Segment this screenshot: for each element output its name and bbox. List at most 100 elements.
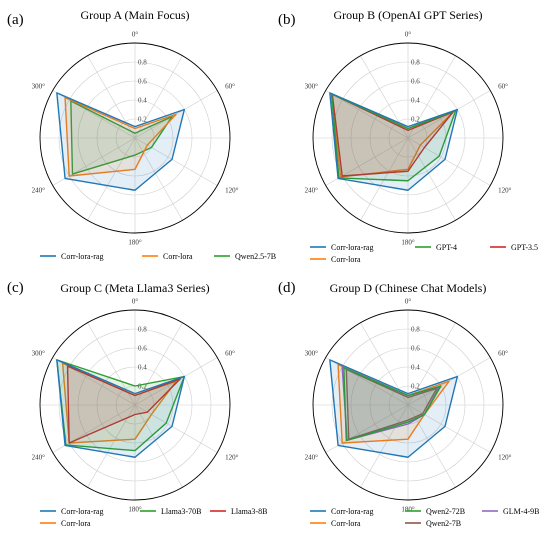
legend-item-corr-lora-rag: Corr-lora-rag bbox=[40, 252, 103, 261]
radial-tick-label: 0.4 bbox=[138, 364, 147, 372]
angle-label: 300° bbox=[305, 350, 319, 358]
legend-item-corr-lora: Corr-lora bbox=[310, 519, 361, 528]
legend-item-llama3-70b: Llama3-70B bbox=[140, 507, 201, 516]
legend-item-corr-lora: Corr-lora bbox=[310, 255, 361, 264]
radial-tick-label: 0.2 bbox=[138, 116, 147, 124]
radial-tick-label: 0.8 bbox=[138, 326, 147, 334]
radial-tick-label: 0.2 bbox=[411, 383, 420, 391]
angle-label: 120° bbox=[498, 454, 512, 462]
legend-item-corr-lora-rag: Corr-lora-rag bbox=[310, 507, 373, 516]
legend-label: Corr-lora bbox=[331, 255, 361, 264]
series-corr-lora-rag bbox=[56, 359, 186, 458]
legend-label: Corr-lora bbox=[331, 519, 361, 528]
radial-tick-label: 0.8 bbox=[411, 59, 420, 67]
grid-spoke bbox=[134, 137, 218, 186]
legend-label: Corr-lora-rag bbox=[331, 243, 373, 252]
legend-item-gpt-3-5: GPT-3.5 bbox=[490, 243, 538, 252]
legend-label: Corr-lora-rag bbox=[331, 507, 373, 516]
angle-label: 0° bbox=[132, 31, 139, 39]
grid-spoke bbox=[407, 137, 456, 221]
grid-spoke bbox=[360, 404, 409, 488]
series-corr-lora bbox=[337, 363, 450, 444]
radial-tick-label: 0.2 bbox=[138, 383, 147, 391]
panel-title: Group D (Chinese Chat Models) bbox=[330, 281, 487, 295]
grid-spoke bbox=[52, 137, 136, 186]
legend-label: Corr-lora-rag bbox=[61, 252, 103, 261]
panel-letter: (d) bbox=[278, 280, 296, 296]
panel-d: (d) Group D (Chinese Chat Models) 0.2 0.4 0.… bbox=[278, 280, 539, 528]
legend-label: Qwen2-7B bbox=[426, 519, 461, 528]
series-qwen2-72b bbox=[343, 367, 442, 442]
grid-spoke bbox=[407, 404, 491, 453]
angle-label: 60° bbox=[498, 350, 508, 358]
radial-tick-label: 0.6 bbox=[138, 78, 147, 86]
legend-label: Llama3-70B bbox=[161, 507, 201, 516]
series-corr-lora bbox=[61, 362, 177, 444]
grid-spoke bbox=[87, 404, 136, 488]
angle-label: 300° bbox=[32, 350, 46, 358]
legend-label: Qwen2.5-7B bbox=[235, 252, 276, 261]
panel-letter: (c) bbox=[7, 280, 24, 296]
legend-label: Corr-lora bbox=[61, 519, 91, 528]
angle-label: 300° bbox=[32, 83, 46, 91]
legend-item-qwen2-5-7b: Qwen2.5-7B bbox=[214, 252, 276, 261]
angle-label: 0° bbox=[405, 298, 412, 306]
angle-label: 180° bbox=[401, 239, 415, 247]
legend-label: GPT-4 bbox=[436, 243, 457, 252]
legend-label: GPT-3.5 bbox=[511, 243, 538, 252]
angle-label: 240° bbox=[305, 187, 319, 195]
legend-item-gpt-4: GPT-4 bbox=[415, 243, 457, 252]
grid-spoke bbox=[325, 404, 409, 453]
radial-tick-label: 0.8 bbox=[411, 326, 420, 334]
panel-letter: (a) bbox=[7, 12, 24, 28]
angle-label: 120° bbox=[498, 187, 512, 195]
angle-label: 240° bbox=[305, 454, 319, 462]
angle-label: 180° bbox=[401, 506, 415, 514]
angle-label: 0° bbox=[405, 31, 412, 39]
angle-label: 180° bbox=[128, 239, 142, 247]
angle-label: 120° bbox=[225, 454, 239, 462]
angle-label: 300° bbox=[305, 83, 319, 91]
radial-tick-label: 0.4 bbox=[411, 97, 420, 105]
legend-item-corr-lora: Corr-lora bbox=[40, 519, 91, 528]
grid-spoke bbox=[407, 137, 491, 186]
angle-label: 0° bbox=[132, 298, 139, 306]
radial-tick-label: 0.8 bbox=[138, 59, 147, 67]
angle-label: 240° bbox=[32, 454, 46, 462]
polar-frame bbox=[39, 42, 231, 234]
angle-label: 60° bbox=[498, 83, 508, 91]
legend-label: Llama3-8B bbox=[231, 507, 267, 516]
legend-label: GLM-4-9B bbox=[503, 507, 539, 516]
legend-item-qwen2-7b: Qwen2-7B bbox=[405, 519, 461, 528]
legend-item-qwen2-72b: Qwen2-72B bbox=[405, 507, 465, 516]
panel-title: Group C (Meta Llama3 Series) bbox=[60, 281, 209, 295]
series-qwen2-5-7b bbox=[70, 100, 173, 175]
radial-tick-label: 0.4 bbox=[138, 97, 147, 105]
panel-letter: (b) bbox=[278, 12, 296, 28]
panel-title: Group A (Main Focus) bbox=[81, 8, 190, 22]
polar-frame bbox=[39, 309, 231, 501]
series-corr-lora-rag bbox=[56, 92, 186, 191]
panel-a: (a) Group A (Main Focus) 0.2 0.4 0.6 0.8 0° 60°… bbox=[7, 8, 276, 261]
series-llama3-8b bbox=[66, 365, 181, 444]
polar-frame bbox=[312, 42, 504, 234]
angle-label: 240° bbox=[32, 187, 46, 195]
legend-item-llama3-8b: Llama3-8B bbox=[210, 507, 267, 516]
grid-spoke bbox=[87, 137, 136, 221]
angle-label: 120° bbox=[225, 187, 239, 195]
grid-spoke bbox=[134, 404, 183, 488]
series-corr-lora-rag bbox=[329, 359, 459, 458]
legend-label: Corr-lora-rag bbox=[61, 507, 103, 516]
radial-tick-label: 0.2 bbox=[411, 116, 420, 124]
radial-tick-label: 0.6 bbox=[411, 78, 420, 86]
legend-item-glm-4-9b: GLM-4-9B bbox=[482, 507, 539, 516]
legend-item-corr-lora-rag: Corr-lora-rag bbox=[310, 243, 373, 252]
radial-tick-label: 0.6 bbox=[138, 345, 147, 353]
radial-tick-label: 0.4 bbox=[411, 364, 420, 372]
legend-label: Corr-lora bbox=[163, 252, 193, 261]
series-corr-lora bbox=[64, 96, 177, 177]
angle-label: 60° bbox=[225, 83, 235, 91]
polar-frame bbox=[312, 309, 504, 501]
radial-tick-label: 0.6 bbox=[411, 345, 420, 353]
